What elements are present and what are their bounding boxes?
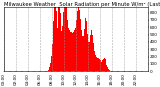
Text: Milwaukee Weather  Solar Radiation per Minute W/m² (Last 24 Hours): Milwaukee Weather Solar Radiation per Mi… [4,2,160,7]
